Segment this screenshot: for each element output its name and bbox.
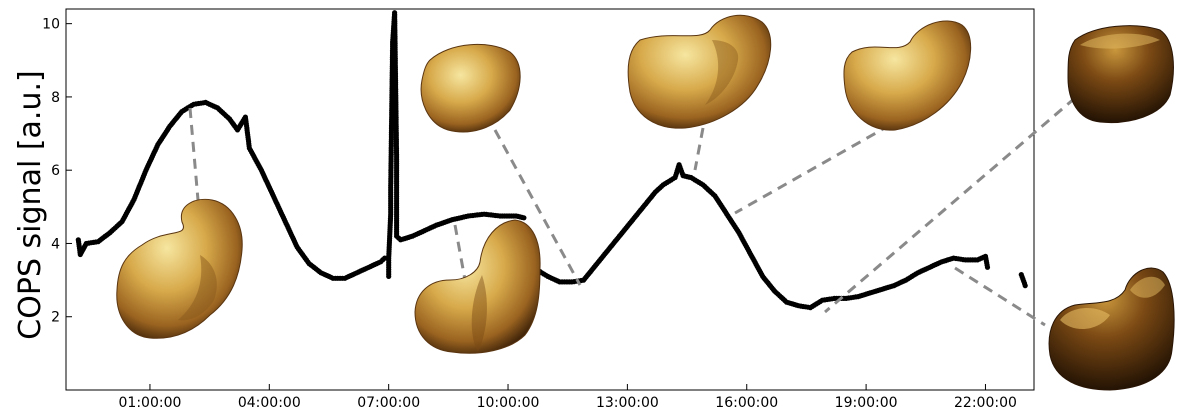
nucleus-image (414, 219, 541, 354)
connector-line (453, 224, 467, 281)
nucleus-connector-lines (188, 96, 1076, 327)
y-tick-label: 10 (42, 17, 60, 33)
y-tick-label: 2 (51, 310, 60, 326)
nucleus-image (1048, 267, 1175, 391)
connector-line (693, 127, 705, 171)
connector-line (188, 107, 200, 201)
data-point (382, 255, 388, 261)
connector-line (824, 96, 1076, 314)
nucleus-image (420, 43, 521, 133)
nucleus-image (1067, 25, 1174, 124)
x-tick-label: 19:00:00 (835, 395, 898, 407)
nucleus-image (627, 14, 772, 129)
axis-ticks: 01:00:00 04:00:00 07:00:00 10:00:00 13:00:00… (42, 17, 1017, 407)
x-tick-label: 07:00:00 (357, 395, 420, 407)
x-tick-label: 16:00:00 (715, 395, 778, 407)
y-tick-label: 4 (51, 236, 60, 252)
x-tick-label: 10:00:00 (477, 395, 540, 407)
data-point (1022, 283, 1028, 289)
y-tick-label: 8 (51, 90, 60, 106)
nucleus-image (843, 20, 972, 131)
connector-line (493, 129, 582, 286)
data-point (984, 264, 991, 270)
nucleus-image (116, 198, 243, 339)
data-point (521, 215, 527, 221)
x-tick-label: 04:00:00 (238, 395, 301, 407)
x-tick-label: 13:00:00 (596, 395, 659, 407)
y-axis-title: COPS signal [a.u.] (13, 70, 48, 339)
connector-line (734, 123, 891, 215)
y-tick-label: 6 (51, 163, 60, 179)
x-tick-label: 22:00:00 (954, 395, 1017, 407)
data-points (75, 10, 1028, 311)
x-tick-label: 01:00:00 (119, 395, 182, 407)
connector-line (954, 266, 1046, 327)
